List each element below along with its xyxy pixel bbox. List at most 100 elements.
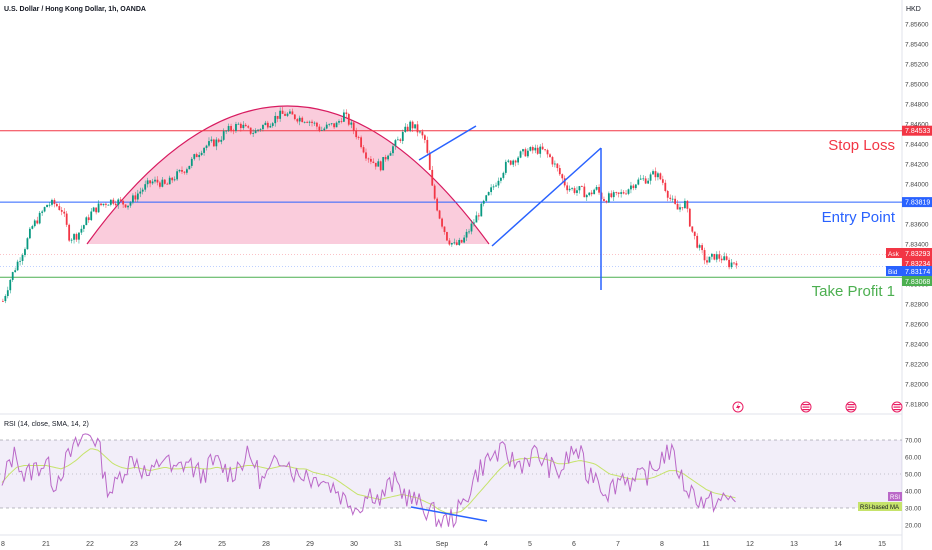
candle[interactable]: [495, 182, 497, 188]
candle[interactable]: [654, 167, 657, 181]
candle[interactable]: [193, 153, 196, 161]
candle[interactable]: [82, 224, 85, 233]
candle[interactable]: [107, 204, 110, 206]
candle[interactable]: [338, 119, 340, 125]
candle[interactable]: [183, 171, 186, 175]
candle[interactable]: [139, 187, 142, 198]
candle[interactable]: [159, 181, 161, 189]
candle[interactable]: [598, 184, 600, 195]
candle[interactable]: [212, 138, 215, 147]
candle[interactable]: [684, 198, 686, 209]
candle[interactable]: [141, 187, 144, 195]
candle[interactable]: [585, 193, 588, 201]
candle[interactable]: [482, 199, 485, 207]
candle[interactable]: [266, 120, 269, 130]
candle[interactable]: [502, 171, 505, 180]
candle[interactable]: [544, 149, 546, 152]
candle[interactable]: [247, 124, 250, 129]
candle[interactable]: [477, 212, 480, 221]
candle[interactable]: [669, 194, 672, 202]
candle[interactable]: [355, 127, 358, 140]
candle[interactable]: [374, 162, 377, 170]
candle[interactable]: [708, 256, 711, 263]
candle[interactable]: [580, 185, 583, 188]
candle[interactable]: [446, 231, 448, 242]
candle[interactable]: [16, 259, 19, 271]
candle[interactable]: [554, 160, 556, 168]
candle[interactable]: [168, 175, 171, 185]
candle[interactable]: [279, 107, 282, 122]
candle[interactable]: [181, 166, 183, 174]
candle[interactable]: [583, 183, 586, 198]
candle[interactable]: [401, 129, 404, 145]
candle[interactable]: [527, 148, 529, 159]
candle[interactable]: [578, 185, 581, 194]
candle[interactable]: [11, 271, 14, 282]
candle[interactable]: [372, 158, 375, 164]
candle[interactable]: [161, 177, 164, 188]
candle[interactable]: [176, 168, 178, 181]
candle[interactable]: [612, 190, 615, 202]
candle[interactable]: [735, 260, 738, 269]
candle[interactable]: [468, 228, 470, 235]
candle[interactable]: [725, 253, 728, 261]
candle[interactable]: [264, 120, 267, 126]
candle[interactable]: [286, 112, 289, 118]
rsi-line[interactable]: [1, 433, 736, 529]
rsi-divergence-line[interactable]: [410, 506, 488, 522]
candle[interactable]: [92, 206, 95, 212]
candle[interactable]: [163, 178, 166, 185]
candle[interactable]: [423, 134, 426, 144]
candle[interactable]: [190, 157, 193, 169]
candle[interactable]: [711, 252, 713, 260]
candle[interactable]: [178, 169, 181, 173]
candle[interactable]: [222, 128, 225, 141]
candle[interactable]: [458, 237, 461, 246]
candle[interactable]: [244, 123, 247, 127]
candle[interactable]: [325, 121, 328, 130]
candle[interactable]: [46, 204, 48, 208]
candle[interactable]: [639, 174, 642, 180]
candle[interactable]: [455, 239, 458, 246]
candle[interactable]: [632, 183, 635, 191]
candle[interactable]: [24, 247, 26, 258]
candle[interactable]: [80, 225, 83, 235]
candle[interactable]: [701, 242, 703, 254]
candle[interactable]: [281, 107, 284, 114]
time-axis[interactable]: 8 21 22 23 24 25 28 29 30 31 Sep 4 5 6 7 8 11 12 13 14 15: [1, 541, 886, 548]
candle[interactable]: [31, 224, 34, 230]
candle[interactable]: [666, 189, 669, 202]
candle[interactable]: [146, 177, 149, 188]
candle[interactable]: [720, 255, 723, 264]
candle[interactable]: [698, 243, 701, 251]
candle[interactable]: [392, 143, 394, 156]
candle[interactable]: [549, 153, 551, 158]
candle[interactable]: [416, 121, 419, 137]
candle[interactable]: [625, 190, 627, 195]
candle[interactable]: [156, 176, 159, 186]
candle[interactable]: [340, 117, 343, 124]
candle[interactable]: [441, 217, 443, 229]
candle[interactable]: [38, 210, 41, 225]
candle[interactable]: [350, 119, 353, 129]
candle[interactable]: [6, 286, 9, 299]
candle[interactable]: [41, 209, 44, 216]
candle[interactable]: [90, 208, 93, 221]
candle[interactable]: [58, 203, 61, 211]
candle[interactable]: [473, 218, 475, 227]
candle[interactable]: [301, 116, 304, 123]
candle[interactable]: [607, 191, 610, 204]
candle[interactable]: [117, 198, 120, 209]
candle[interactable]: [529, 146, 532, 152]
candle[interactable]: [504, 159, 507, 175]
candle[interactable]: [144, 180, 147, 192]
candle[interactable]: [387, 154, 389, 162]
candle[interactable]: [333, 123, 335, 130]
candle[interactable]: [259, 128, 262, 132]
candle[interactable]: [220, 136, 223, 145]
candle[interactable]: [242, 121, 245, 130]
candle[interactable]: [360, 135, 362, 149]
candle[interactable]: [733, 262, 735, 265]
candle[interactable]: [232, 128, 235, 135]
candle[interactable]: [87, 214, 90, 223]
